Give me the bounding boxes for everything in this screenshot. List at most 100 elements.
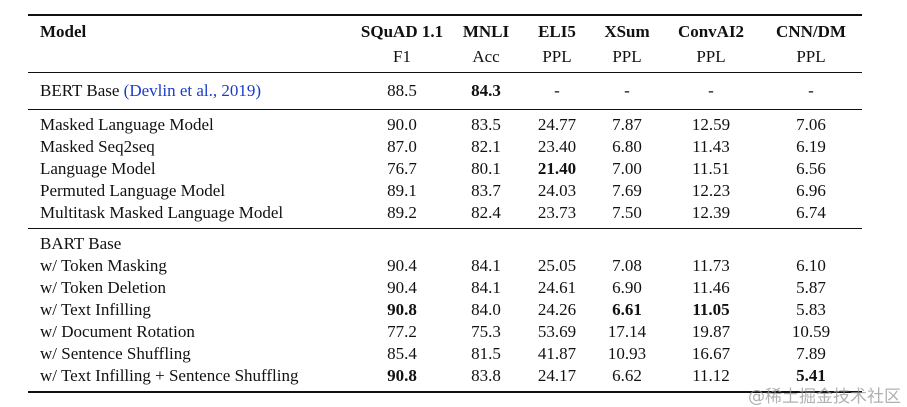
model-label: w/ Token Deletion [40, 278, 166, 297]
value-cell: 84.1 [471, 256, 501, 275]
model-label: BART Base [40, 234, 122, 253]
value-cell: 76.7 [387, 159, 417, 178]
value-cell [592, 228, 662, 255]
value-cell: 24.77 [522, 109, 592, 136]
value-cell: - [592, 72, 662, 110]
table-row: w/ Text Infilling 90.8 84.0 24.26 6.61 11.05 5… [28, 299, 862, 321]
model-label: w/ Document Rotation [40, 322, 195, 341]
value-cell: 6.56 [796, 159, 826, 178]
value-cell: 82.4 [471, 203, 501, 222]
value-cell: 11.51 [692, 159, 730, 178]
value-cell: 90.8 [354, 365, 450, 393]
value-cell: 12.39 [691, 203, 731, 222]
value-cell: 90.4 [387, 256, 417, 275]
citation-link[interactable]: (Devlin et al., 2019) [123, 81, 262, 100]
value-cell: 7.87 [592, 109, 662, 136]
value-cell: 7.89 [796, 344, 826, 363]
table-row: BART Base [28, 228, 862, 255]
value-cell: 6.10 [796, 256, 826, 275]
value-cell: 83.8 [450, 365, 522, 393]
results-table: Model SQuAD 1.1 MNLI ELI5 XSum ConvAI2 C… [28, 14, 862, 393]
value-cell: 83.5 [450, 109, 522, 136]
model-label: Masked Language Model [40, 115, 214, 134]
value-cell: 16.67 [691, 344, 731, 363]
table-row: w/ Sentence Shuffling 85.4 81.5 41.87 10.93 1… [28, 343, 862, 365]
value-cell: 25.05 [537, 256, 577, 275]
model-name: Masked Seq2seq [28, 136, 354, 158]
header-row-names: Model SQuAD 1.1 MNLI ELI5 XSum ConvAI2 C… [28, 14, 862, 46]
model-name: Language Model [28, 158, 354, 180]
model-label: BERT Base [40, 81, 124, 100]
value-cell: 87.0 [387, 137, 417, 156]
value-cell: 82.1 [471, 137, 501, 156]
model-name: w/ Text Infilling + Sentence Shuffling [28, 365, 354, 393]
model-name: w/ Sentence Shuffling [28, 343, 354, 365]
metric-convai2: PPL [696, 47, 726, 66]
value-cell: 24.61 [537, 278, 577, 297]
model-label: Language Model [40, 159, 156, 178]
metric-cnndm: PPL [796, 47, 826, 66]
model-name: w/ Token Deletion [28, 277, 354, 299]
value-cell: 6.96 [796, 181, 826, 200]
metric-mnli: Acc [472, 47, 500, 66]
value-cell: 6.61 [612, 300, 642, 319]
model-name: w/ Text Infilling [28, 299, 354, 321]
value-cell: 83.7 [471, 181, 501, 200]
value-cell: 11.12 [662, 365, 760, 393]
model-label: w/ Sentence Shuffling [40, 344, 191, 363]
value-cell: 77.2 [387, 322, 417, 341]
value-cell: 84.3 [450, 72, 522, 110]
value-cell: 90.4 [387, 278, 417, 297]
table-row: Multitask Masked Language Model 89.2 82.4 2… [28, 202, 862, 229]
model-name: w/ Document Rotation [28, 321, 354, 343]
value-cell: 80.1 [471, 159, 501, 178]
value-cell: 24.03 [537, 181, 577, 200]
value-cell: 7.06 [760, 109, 862, 136]
header-blank [28, 46, 354, 73]
value-cell: 7.50 [612, 203, 642, 222]
value-cell: 17.14 [607, 322, 647, 341]
metric-eli5: PPL [542, 47, 572, 66]
value-cell: 12.59 [662, 109, 760, 136]
value-cell: 11.43 [692, 137, 730, 156]
value-cell: - [522, 72, 592, 110]
table-row: Language Model 76.7 80.1 21.40 7.00 11.51 6.56 [28, 158, 862, 180]
value-cell: 11.73 [692, 256, 730, 275]
model-label: w/ Text Infilling + Sentence Shuffling [40, 366, 299, 385]
value-cell: 53.69 [537, 322, 577, 341]
value-cell: 7.00 [612, 159, 642, 178]
value-cell: 11.05 [692, 300, 730, 319]
model-label: w/ Token Masking [40, 256, 167, 275]
header-mnli: MNLI [450, 14, 522, 46]
value-cell [354, 228, 450, 255]
table-row: w/ Token Deletion 90.4 84.1 24.61 6.90 11.46 5… [28, 277, 862, 299]
value-cell [760, 228, 862, 255]
header-convai2: ConvAI2 [662, 14, 760, 46]
value-cell: 24.26 [537, 300, 577, 319]
table-body: BERT Base (Devlin et al., 2019) 88.5 84.3-… [28, 72, 862, 393]
value-cell: 24.17 [522, 365, 592, 393]
model-name: BERT Base (Devlin et al., 2019) [28, 72, 354, 110]
header-row-metrics: F1 Acc PPL PPL PPL PPL [28, 46, 862, 73]
header-eli5: ELI5 [522, 14, 592, 46]
value-cell [522, 228, 592, 255]
model-name: w/ Token Masking [28, 255, 354, 277]
header-xsum: XSum [592, 14, 662, 46]
header-cnndm: CNN/DM [760, 14, 862, 46]
model-name: BART Base [28, 228, 354, 255]
value-cell: 12.23 [691, 181, 731, 200]
value-cell: 7.69 [612, 181, 642, 200]
metric-squad: F1 [393, 47, 411, 66]
value-cell: 23.40 [537, 137, 577, 156]
model-name: Permuted Language Model [28, 180, 354, 202]
value-cell: 10.59 [791, 322, 831, 341]
header-model: Model [28, 14, 354, 46]
table-row: w/ Text Infilling + Sentence Shuffling 90… [28, 365, 862, 393]
value-cell: 7.08 [612, 256, 642, 275]
value-cell: 6.80 [612, 137, 642, 156]
value-cell: - [760, 72, 862, 110]
value-cell: 41.87 [537, 344, 577, 363]
value-cell: 89.2 [387, 203, 417, 222]
value-cell: 21.40 [537, 159, 577, 178]
model-name: Multitask Masked Language Model [28, 202, 354, 229]
